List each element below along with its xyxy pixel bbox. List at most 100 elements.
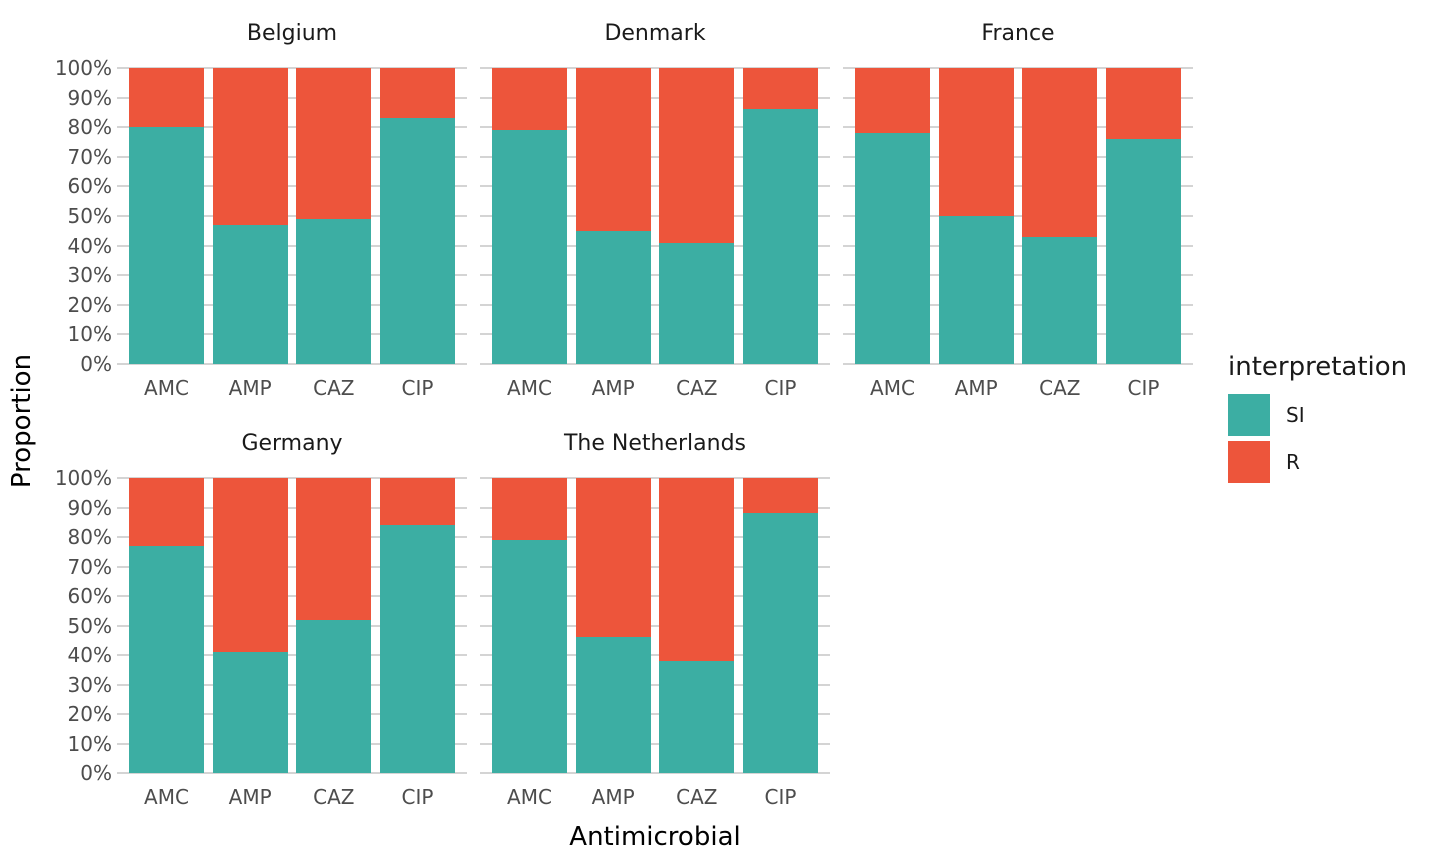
panel: [843, 67, 1193, 365]
bar-segment-si: [380, 118, 455, 364]
gridline: [480, 477, 830, 479]
gridline: [843, 96, 1193, 99]
gridline: [843, 126, 1193, 129]
bar-segment-r: [743, 478, 818, 514]
bar-segment-si: [296, 218, 372, 364]
bar-segment-r: [129, 68, 204, 128]
bar-segment-r: [659, 478, 735, 661]
bar-cip: [1106, 68, 1181, 364]
y-tick-label: 60%: [67, 174, 112, 199]
gridline: [480, 772, 830, 774]
legend-items: SI R: [1228, 394, 1407, 483]
gridline: [843, 67, 1193, 69]
gridline: [480, 595, 830, 597]
x-tick-label: AMP: [228, 376, 272, 400]
bar-segment-r: [938, 68, 1014, 216]
gridline: [843, 155, 1193, 158]
bar-segment-r: [743, 68, 818, 110]
gridline: [117, 506, 467, 509]
x-tick-label: CAZ: [676, 785, 718, 809]
bar-segment-r: [1106, 68, 1181, 140]
gridline: [480, 363, 830, 365]
panel: [480, 67, 830, 365]
gridline: [117, 683, 467, 686]
panel: [117, 67, 467, 365]
gridline: [480, 155, 830, 158]
gridline: [117, 742, 467, 745]
x-tick-label: AMC: [870, 376, 915, 400]
y-tick-label: 40%: [67, 233, 112, 258]
gridline: [843, 244, 1193, 247]
bar-segment-si: [855, 133, 930, 364]
legend-label-r: R: [1286, 450, 1300, 474]
facet-title: Denmark: [604, 21, 706, 46]
bar-cip: [380, 68, 455, 364]
y-tick-label: 70%: [67, 554, 112, 579]
bar-cip: [743, 68, 818, 364]
x-tick-label: CIP: [401, 785, 434, 809]
y-tick-label: 70%: [67, 144, 112, 169]
gridline: [480, 333, 830, 336]
bar-amp: [212, 68, 288, 364]
x-tick-label: AMP: [228, 785, 272, 809]
bar-segment-si: [492, 130, 567, 364]
gridline: [117, 215, 467, 217]
legend-item-si: SI: [1228, 394, 1407, 436]
gridline: [480, 624, 830, 627]
gridline: [480, 742, 830, 745]
gridline: [480, 215, 830, 217]
x-tick-label: AMC: [144, 785, 189, 809]
x-tick-label: CAZ: [1039, 376, 1081, 400]
y-tick-label: 60%: [67, 584, 112, 608]
facet-title: France: [981, 21, 1055, 46]
bar-segment-r: [575, 478, 651, 638]
bar-segment-si: [212, 224, 288, 364]
y-tick-label: 30%: [67, 672, 112, 697]
legend-label-si: SI: [1286, 403, 1305, 427]
x-tick-label: CIP: [764, 785, 797, 809]
bar-amc: [492, 68, 567, 364]
bar-segment-r: [129, 478, 204, 546]
bar-segment-r: [296, 68, 372, 219]
bar-segment-si: [129, 545, 204, 773]
y-tick-label: 30%: [67, 263, 112, 288]
y-tick-label: 50%: [67, 613, 112, 638]
x-tick-label: CIP: [764, 376, 797, 400]
bar-segment-si: [659, 242, 735, 364]
bar-amp: [212, 478, 288, 773]
gridline: [117, 713, 467, 715]
gridline: [843, 363, 1193, 365]
gridline: [480, 536, 830, 538]
bar-segment-r: [492, 68, 567, 131]
gridline: [843, 303, 1193, 306]
bar-segment-r: [296, 478, 372, 620]
facet-title: Germany: [241, 431, 343, 456]
bar-segment-si: [938, 216, 1014, 364]
bar-segment-r: [659, 68, 735, 243]
gridline: [480, 185, 830, 188]
x-tick-label: CAZ: [676, 376, 718, 400]
gridline: [117, 244, 467, 247]
legend-swatch-si: [1228, 394, 1270, 436]
y-tick-label: 80%: [67, 525, 112, 549]
bar-segment-si: [1106, 139, 1181, 364]
gridline: [117, 333, 467, 336]
gridline: [480, 303, 830, 306]
bar-amp: [938, 68, 1014, 364]
bar-segment-si: [296, 619, 372, 773]
bar-amc: [129, 68, 204, 364]
gridline: [480, 654, 830, 656]
y-tick-label: 10%: [67, 322, 112, 347]
gridline: [480, 244, 830, 247]
y-tick-label: 20%: [67, 292, 112, 317]
bar-amc: [855, 68, 930, 364]
gridline: [480, 565, 830, 568]
x-tick-label: CIP: [1127, 376, 1160, 400]
y-tick-label: 100%: [54, 466, 112, 490]
bar-amc: [492, 478, 567, 773]
bar-segment-si: [1022, 236, 1098, 364]
gridline: [117, 96, 467, 99]
y-tick-label: 10%: [67, 731, 112, 756]
x-tick-label: AMC: [507, 785, 552, 809]
gridline: [480, 713, 830, 715]
